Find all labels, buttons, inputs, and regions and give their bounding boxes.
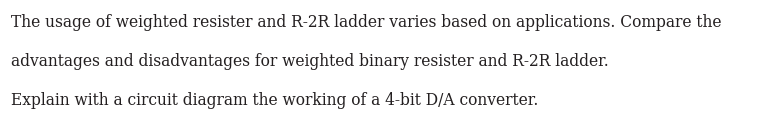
Text: Explain with a circuit diagram the working of a 4-bit D/A converter.: Explain with a circuit diagram the worki…: [11, 92, 539, 109]
Text: advantages and disadvantages for weighted binary resister and R-2R ladder.: advantages and disadvantages for weighte…: [11, 53, 609, 70]
Text: The usage of weighted resister and R-2R ladder varies based on applications. Com: The usage of weighted resister and R-2R …: [11, 14, 721, 31]
